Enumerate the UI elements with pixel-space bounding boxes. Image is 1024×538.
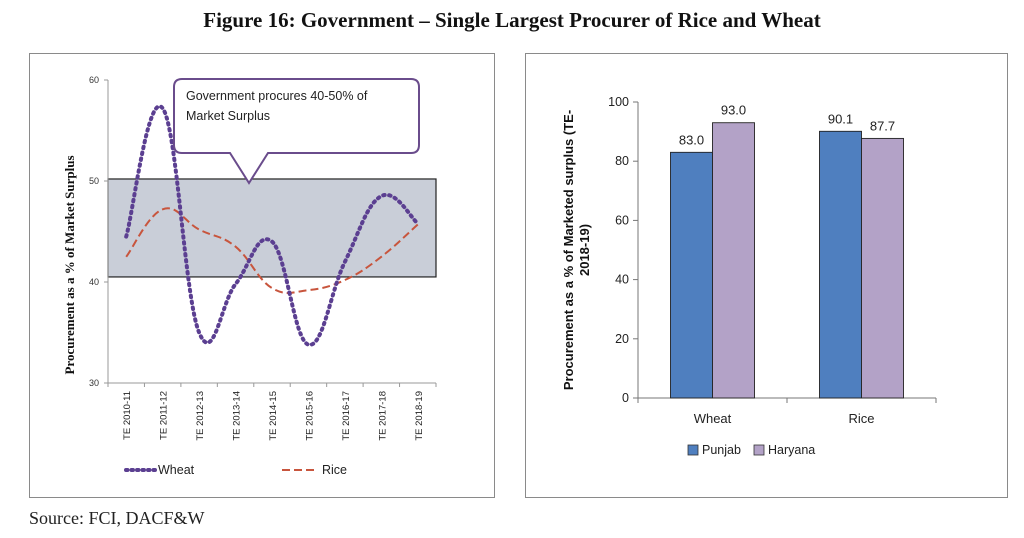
line-y-axis-title: Procurement as a % of Market Surplus: [62, 155, 77, 374]
figure-title: Figure 16: Government – Single Largest P…: [203, 8, 821, 32]
rice-series-line: [125, 207, 419, 294]
legend-punjab-swatch: [687, 444, 699, 456]
bar-chart-panel: 0 20 40 60 80 100 83.0 93.0 90.1 87.7 Wheat Rice …: [525, 53, 1008, 498]
target-band: [107, 178, 437, 278]
bar-y-axis-title-line2: 2018-19): [577, 224, 592, 276]
source-note: Source: FCI, DACF&W: [29, 508, 205, 528]
line-x-tick-label: TE 2016-17: [341, 391, 352, 441]
line-x-tick-label: TE 2018-19: [414, 391, 425, 441]
bar-data-label: 83.0: [679, 132, 704, 147]
line-x-tick-label: TE 2013-14: [232, 391, 243, 441]
bar-y-tick-label: 0: [622, 391, 629, 405]
callout-text-line1: Government procures 40-50% of: [186, 89, 368, 103]
line-x-tick-label: TE 2017-18: [377, 391, 388, 441]
bar-data-label: 90.1: [828, 111, 853, 126]
bar-y-axis-title-line1: Procurement as a % of Marketed surplus (…: [561, 110, 576, 390]
callout-text-line2: Market Surplus: [186, 109, 270, 123]
line-x-tick-label: TE 2014-15: [268, 391, 279, 441]
line-x-tick-label: TE 2010-11: [122, 391, 133, 440]
line-x-tick-label: TE 2012-13: [195, 391, 206, 441]
line-y-tick-label: 40: [89, 277, 99, 287]
line-x-tick-label: TE 2015-16: [304, 391, 315, 441]
bar-haryana-rice: [861, 137, 904, 399]
bar-punjab-rice: [819, 130, 862, 399]
bar-data-label: 87.7: [870, 118, 895, 133]
line-y-tick-label: 50: [89, 176, 99, 186]
bar-y-tick-label: 80: [615, 154, 629, 168]
wheat-series-line: [124, 104, 420, 347]
legend-wheat-label: Wheat: [158, 463, 195, 477]
legend-haryana-swatch: [753, 444, 765, 456]
bar-x-tick-label: Rice: [848, 411, 874, 426]
bar-y-tick-label: 60: [615, 213, 629, 227]
bar-punjab-wheat: [670, 151, 713, 399]
legend-haryana-label: Haryana: [768, 443, 815, 457]
line-y-tick-label: 30: [89, 378, 99, 388]
legend-punjab-label: Punjab: [702, 443, 741, 457]
bar-y-tick-label: 100: [608, 95, 629, 109]
line-chart: 30 40 50 60 TE 2010-11 TE 2011-12 TE 2012-13 T…: [62, 75, 437, 477]
line-chart-panel: 30 40 50 60 TE 2010-11 TE 2011-12 TE 2012-13 T…: [29, 53, 495, 498]
bar-haryana-wheat: [712, 122, 755, 399]
legend-rice-label: Rice: [322, 463, 347, 477]
line-y-tick-label: 60: [89, 75, 99, 85]
callout-bubble: [173, 78, 420, 185]
bar-y-tick-label: 40: [615, 273, 629, 287]
line-x-tick-label: TE 2011-12: [159, 391, 170, 440]
bar-y-tick-label: 20: [615, 332, 629, 346]
bar-x-tick-label: Wheat: [694, 411, 732, 426]
bar-data-label: 93.0: [721, 103, 746, 118]
